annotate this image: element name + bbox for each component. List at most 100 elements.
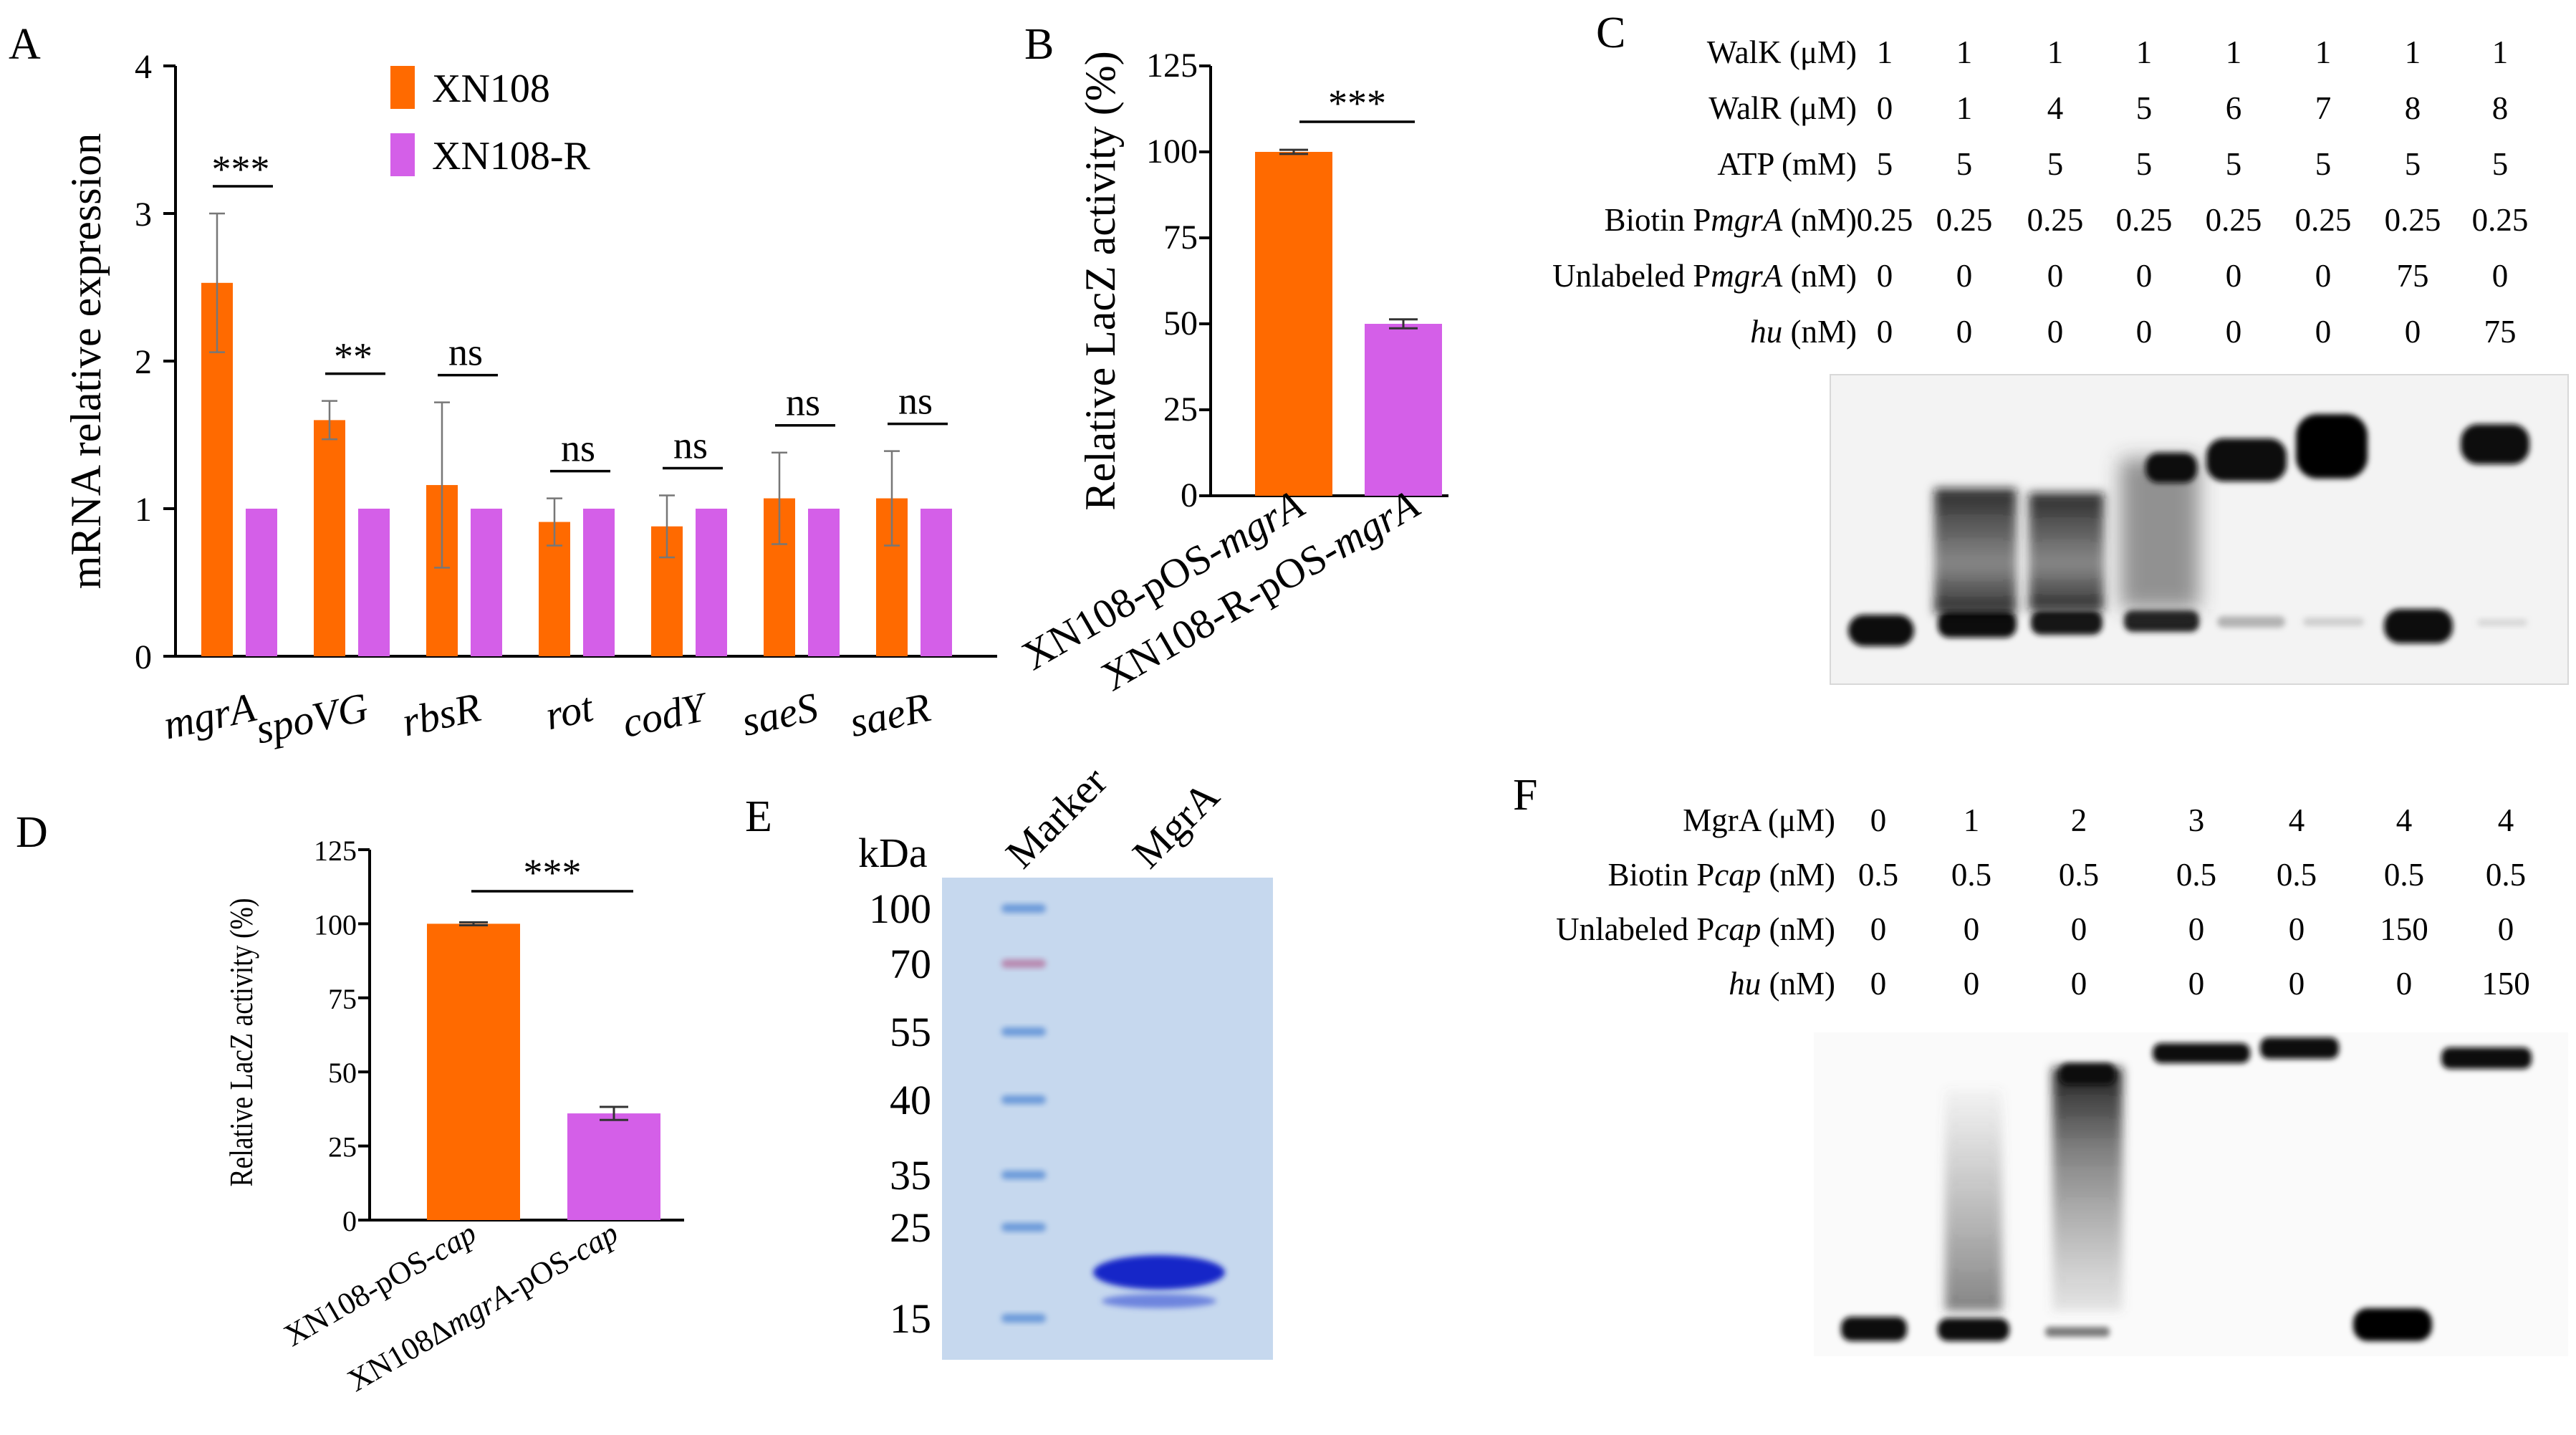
gel-e-marker-band [1001, 1027, 1046, 1036]
chart-d-y-tick-label: 125 [314, 835, 357, 867]
panel-f-row-value: 0.5 [1951, 857, 1991, 893]
chart-a-significance-mark: ns [673, 423, 708, 466]
gel-f [1814, 1032, 2568, 1356]
chart-a-y-label: mRNA relative expression [62, 133, 110, 590]
panel-c-row-label: ATP (mM) [1717, 146, 1857, 182]
panel-c-row-value: 0.25 [2206, 202, 2262, 238]
chart-a-category-label: saeR [845, 683, 934, 746]
panel-c-row-value: 0 [1877, 90, 1893, 126]
panel-f-row-value: 1 [1964, 802, 1980, 838]
chart-a-category-label: codY [618, 683, 713, 747]
panel-f-row-value: 0 [2396, 966, 2413, 1002]
panel-c-row-value: 75 [2397, 258, 2429, 294]
panel-c-row-value: 0.25 [2385, 202, 2441, 238]
chart-b-y-label: Relative LacZ activity (%) [1077, 51, 1124, 510]
gel-e-marker-band [1001, 1171, 1046, 1179]
chart-a-significance-mark: ns [561, 427, 595, 470]
panel-f-row-value: 2 [2071, 802, 2087, 838]
panel-c-row-value: 1 [2136, 34, 2153, 70]
panel-f-row-label: hu (nM) [1729, 966, 1835, 1002]
panel-c-row-value: 0 [1956, 258, 1973, 294]
chart-b-significance-mark: *** [1328, 82, 1386, 125]
panel-f-row-value: 0.5 [1858, 857, 1898, 893]
gel-e-marker-label: 70 [890, 941, 931, 987]
panel-c-row-value: 5 [2047, 146, 2064, 182]
panel-c-row-value: 5 [1877, 146, 1893, 182]
chart-a-y-tick-label: 1 [135, 491, 152, 529]
chart-d-bar [427, 923, 520, 1220]
panel-f-row-value: 4 [2498, 802, 2514, 838]
gel-f-smear-2 [1945, 1089, 2002, 1311]
legend-label-xn108-r: XN108-R [432, 134, 591, 178]
panel-c-row-value: 1 [2315, 34, 2332, 70]
chart-a-y-tick-label: 4 [135, 48, 152, 86]
panel-f-row-label: MgrA (μM) [1683, 802, 1835, 838]
panel-c-row-value: 1 [1877, 34, 1893, 70]
chart-b-bar [1255, 152, 1332, 496]
gel-e-kda-label: kDa [858, 830, 928, 876]
panel-f-row-value: 150 [2380, 911, 2428, 947]
panel-c-row-value: 7 [2315, 90, 2332, 126]
panel-c-row-value: 1 [2226, 34, 2242, 70]
panel-f-row-value: 0 [2071, 911, 2087, 947]
panel-c-row-value: 0 [2315, 258, 2332, 294]
gel-e-marker-label: 15 [890, 1295, 931, 1342]
panel-c-row-value: 1 [2047, 34, 2064, 70]
panel-c-row-value: 5 [2136, 146, 2153, 182]
panel-f-row-value: 0 [2498, 911, 2514, 947]
chart-b-y-tick-label: 100 [1146, 133, 1198, 171]
gel-e-marker-label: 100 [869, 886, 931, 932]
chart-d-bar [567, 1113, 660, 1220]
panel-f-row-value: 0 [2188, 966, 2205, 1002]
panel-label-c: C [1596, 9, 1625, 57]
panel-c-row-value: 5 [2226, 146, 2242, 182]
gel-e-lane-mgra: MgrA [1123, 772, 1228, 877]
panel-c-row-value: 0.25 [1936, 202, 1993, 238]
chart-a-significance-mark: ns [448, 331, 483, 374]
gel-c-smear-2 [1934, 489, 2017, 614]
panel-c-row-label: WalK (μM) [1707, 34, 1857, 70]
panel-c-row-value: 0.25 [2295, 202, 2352, 238]
gel-c-band-free-4 [2124, 610, 2199, 632]
panel-c-row-value: 5 [2315, 146, 2332, 182]
panel-f-row-value: 0.5 [2384, 857, 2424, 893]
legend-label-xn108: XN108 [432, 67, 550, 111]
gel-e-marker-band [1001, 904, 1046, 913]
chart-a-category-label: saeS [738, 683, 822, 745]
panel-c-row-value: 1 [2492, 34, 2509, 70]
panel-c-row-label: hu (nM) [1750, 314, 1857, 350]
gel-e-marker-label: 25 [890, 1204, 931, 1251]
legend-swatch-xn108 [390, 66, 415, 109]
gel-c-band-shift-4 [2145, 453, 2197, 483]
panel-e-sds-page: kDa Marker MgrA 100 70 55 40 35 25 15 [858, 758, 1273, 1360]
panel-f-row-value: 0.5 [2277, 857, 2317, 893]
panel-c-row-value: 0 [2226, 314, 2242, 350]
panel-c-row-value: 8 [2405, 90, 2421, 126]
chart-a-bar-xn108-r [471, 509, 502, 656]
panel-c-row-value: 1 [2405, 34, 2421, 70]
panel-f-row-value: 0 [2289, 911, 2305, 947]
panel-c-row-value: 0 [1877, 314, 1893, 350]
panel-f-row-value: 0.5 [2059, 857, 2099, 893]
panel-c-row-value: 6 [2226, 90, 2242, 126]
panel-c-row-value: 0 [2492, 258, 2509, 294]
gel-c-band-free-5 [2217, 616, 2285, 628]
chart-b-bar [1365, 324, 1442, 496]
panel-label-e: E [745, 792, 772, 841]
panel-c-row-value: 0 [2405, 314, 2421, 350]
chart-d-y-tick-label: 100 [314, 908, 357, 941]
gel-c-band-free-1 [1848, 615, 1914, 646]
gel-e-marker-band [1001, 1095, 1046, 1104]
panel-c-row-value: 5 [2405, 146, 2421, 182]
gel-e-band-mgra [1093, 1255, 1225, 1290]
panel-c-row-value: 1 [1956, 34, 1973, 70]
panel-f-row-value: 0 [1870, 966, 1887, 1002]
gel-c-band-free-3 [2031, 610, 2102, 635]
gel-f-band-free-3 [2045, 1327, 2110, 1337]
panel-f-row-value: 0.5 [2176, 857, 2216, 893]
chart-d-significance-mark: *** [524, 851, 582, 894]
gel-f-band-free-6 [2353, 1308, 2432, 1341]
